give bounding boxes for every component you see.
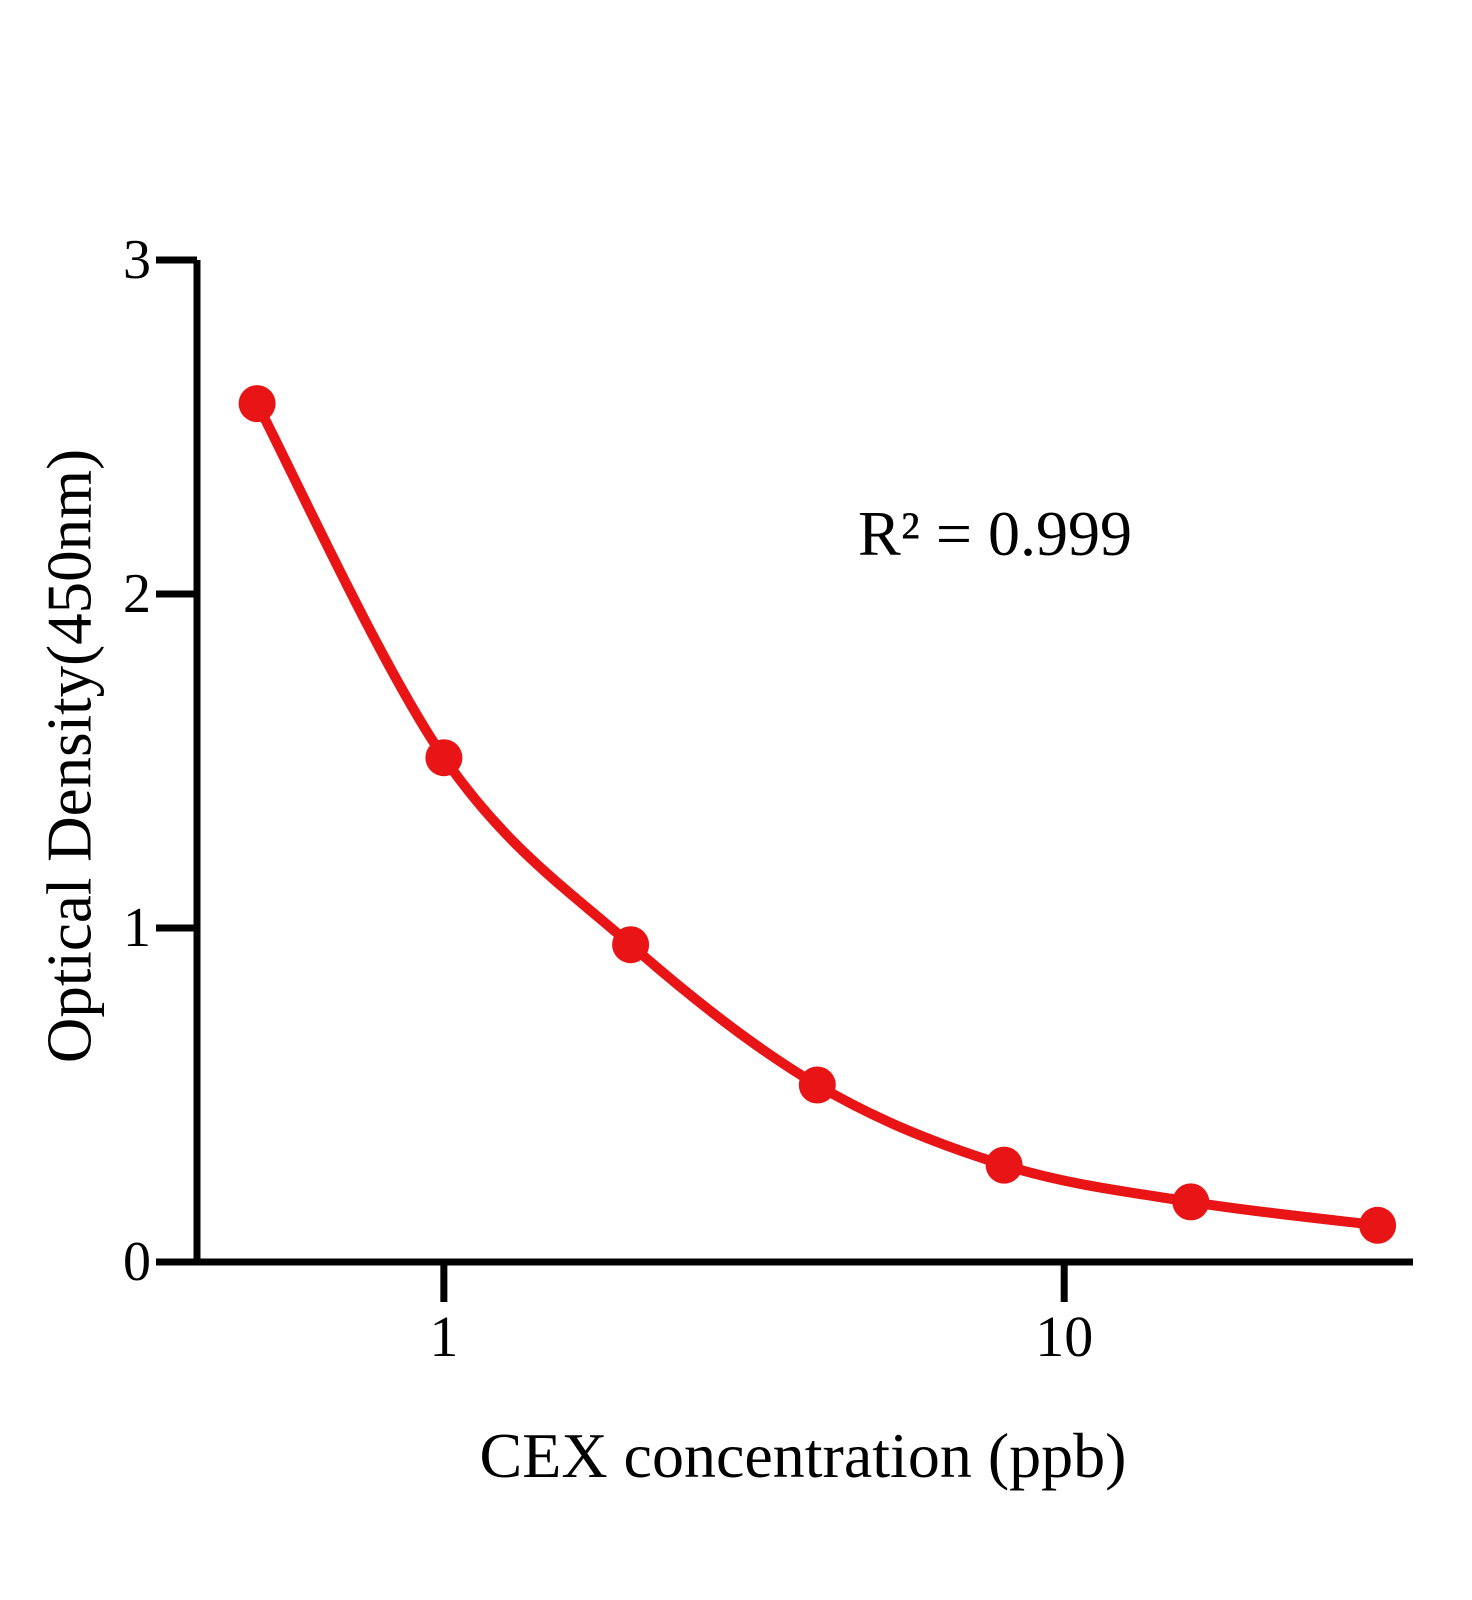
data-point-16ppb (1172, 1183, 1210, 1221)
y-tick-label-0: 0 (123, 1231, 151, 1293)
data-point-0.5ppb (238, 385, 276, 423)
y-tick-label-1: 1 (123, 897, 151, 959)
y-axis-title: Optical Density(450nm) (34, 448, 105, 1064)
x-tick-label-10: 10 (1035, 1304, 1094, 1369)
data-point-2ppb (612, 926, 650, 964)
data-point-8ppb (985, 1146, 1023, 1184)
axis-spines (156, 260, 1413, 1266)
r-squared-annotation: R² = 0.999 (858, 498, 1132, 569)
data-point-4ppb (798, 1066, 836, 1104)
y-tick-label-3: 3 (123, 229, 151, 291)
x-tick-label-1: 1 (429, 1304, 459, 1369)
data-point-32ppb (1359, 1206, 1397, 1244)
x-axis-title: CEX concentration (ppb) (479, 1420, 1127, 1491)
y-tick-label-2: 2 (123, 563, 151, 625)
data-point-1ppb (425, 739, 463, 777)
